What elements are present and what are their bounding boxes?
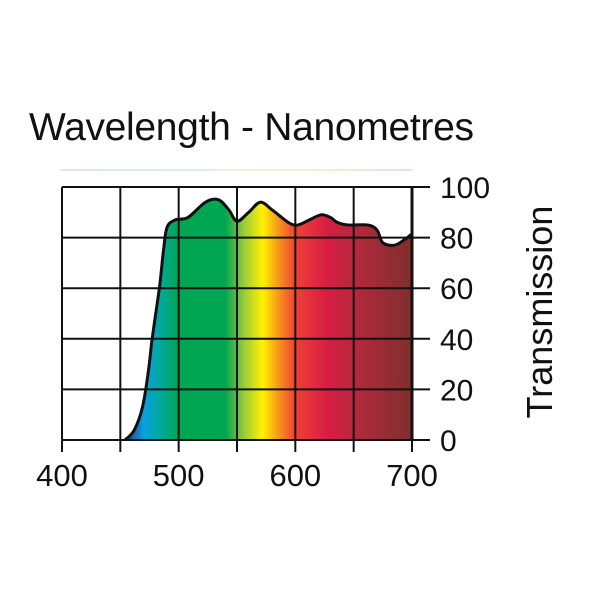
transmission-curve bbox=[123, 197, 413, 442]
y-axis-label: Transmission bbox=[519, 206, 560, 419]
y-tick-label: 20 bbox=[440, 374, 473, 407]
chart-title: Wavelength - Nanometres bbox=[29, 106, 474, 149]
y-tick-label: 40 bbox=[440, 324, 473, 357]
y-tick-label: 60 bbox=[440, 273, 473, 306]
x-tick-label: 600 bbox=[269, 458, 321, 493]
y-tick-label: 100 bbox=[440, 172, 490, 205]
transmission-area bbox=[125, 199, 412, 440]
title-underline bbox=[60, 169, 412, 171]
x-tick-label: 700 bbox=[386, 458, 438, 493]
y-tick-label: 0 bbox=[440, 425, 457, 458]
x-tick-label: 500 bbox=[153, 458, 205, 493]
x-tick-label: 400 bbox=[36, 458, 88, 493]
y-tick-label: 80 bbox=[440, 223, 473, 256]
